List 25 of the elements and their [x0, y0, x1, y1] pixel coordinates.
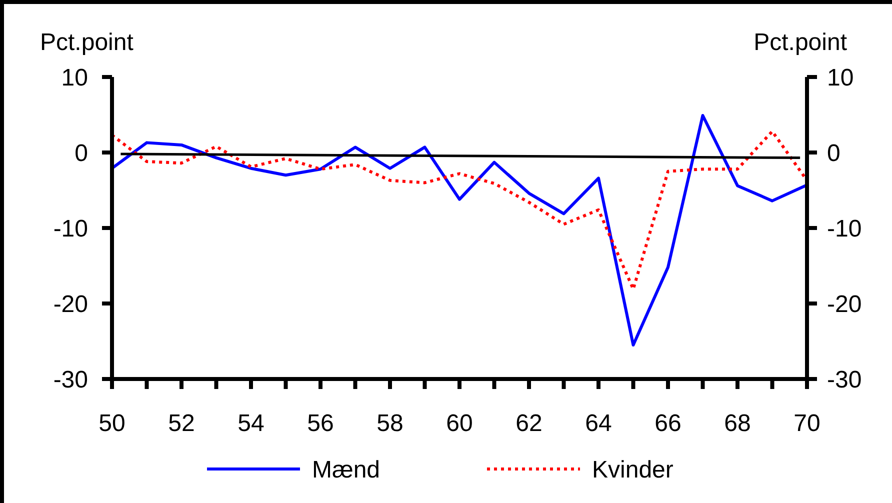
x-tick-label: 64 [585, 410, 612, 437]
x-tick-label: 70 [794, 410, 820, 437]
y-axis-title: Pct.point [40, 29, 134, 56]
x-tick-label: 52 [168, 410, 195, 437]
x-tick-label: 68 [724, 410, 751, 437]
y-tick-label: -10 [53, 215, 88, 242]
x-tick-label: 54 [238, 410, 264, 437]
y-tick-label: 10 [61, 64, 88, 92]
y2-tick-label: -20 [827, 290, 862, 318]
x-tick-label: 60 [446, 410, 473, 437]
y-tick-label: -30 [53, 366, 88, 394]
x-tick-label: 62 [516, 410, 542, 437]
y2-tick-label: 0 [827, 140, 840, 167]
x-tick-label: 58 [376, 410, 404, 437]
legend-label: Kvinder [592, 456, 674, 484]
legend-label: Mænd [312, 456, 380, 484]
y2-tick-label: -30 [827, 366, 862, 394]
x-tick-label: 56 [307, 410, 334, 437]
y-tick-label: 0 [74, 140, 88, 167]
x-tick-label: 50 [98, 410, 126, 437]
y2-axis-title: Pct.point [754, 29, 848, 56]
x-tick-label: 66 [654, 410, 682, 437]
y-tick-label: -20 [53, 290, 88, 318]
y2-tick-label: -10 [827, 215, 862, 242]
y2-tick-label: 10 [827, 64, 854, 92]
